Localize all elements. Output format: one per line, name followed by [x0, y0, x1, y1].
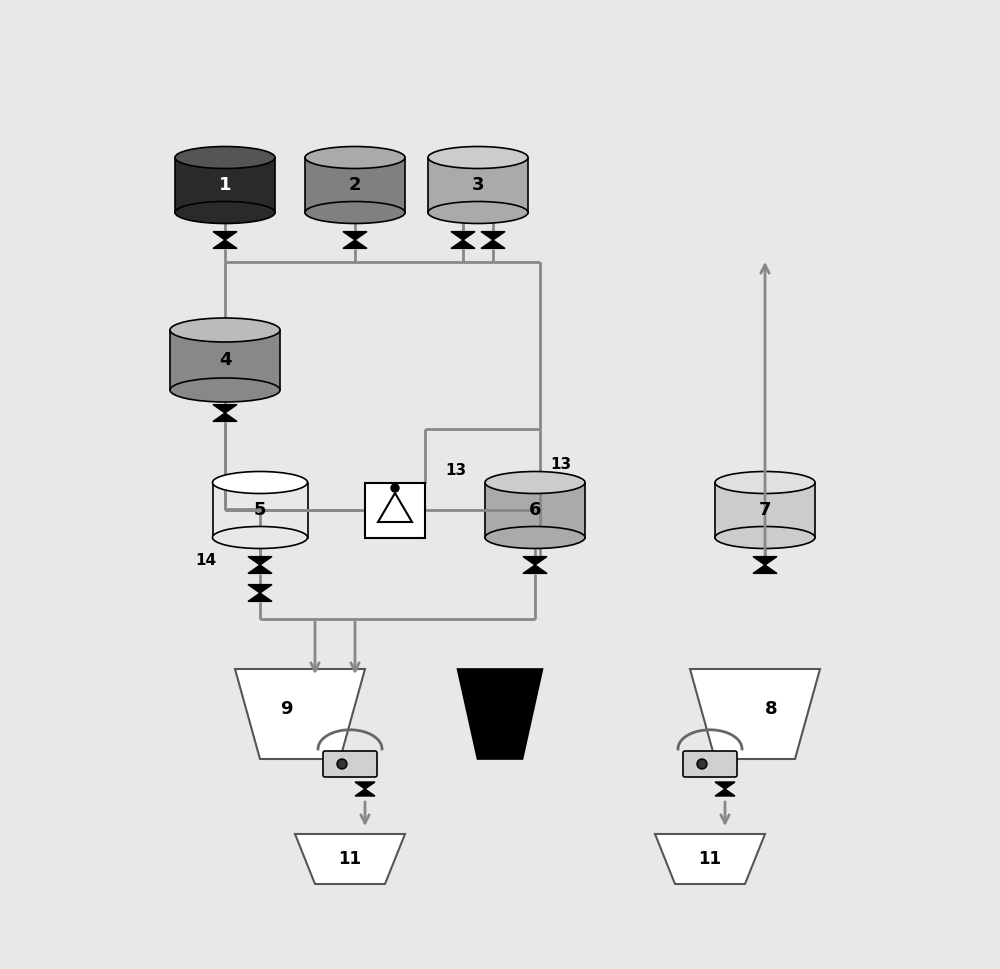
Circle shape [391, 484, 399, 492]
Polygon shape [715, 483, 815, 538]
FancyBboxPatch shape [683, 751, 737, 777]
Text: 5: 5 [254, 501, 266, 519]
Polygon shape [343, 232, 367, 240]
Polygon shape [458, 669, 542, 759]
Polygon shape [715, 789, 735, 796]
Polygon shape [213, 240, 237, 248]
Ellipse shape [212, 526, 308, 548]
Polygon shape [248, 556, 272, 565]
Polygon shape [175, 158, 275, 212]
Polygon shape [481, 240, 505, 248]
Polygon shape [451, 232, 475, 240]
FancyBboxPatch shape [365, 483, 425, 538]
Ellipse shape [212, 472, 308, 493]
Polygon shape [753, 565, 777, 574]
Ellipse shape [305, 146, 405, 169]
Ellipse shape [428, 146, 528, 169]
FancyBboxPatch shape [323, 751, 377, 777]
Ellipse shape [485, 526, 585, 548]
Polygon shape [213, 232, 237, 240]
Ellipse shape [305, 202, 405, 224]
Ellipse shape [170, 318, 280, 342]
Polygon shape [753, 556, 777, 565]
Polygon shape [655, 834, 765, 884]
Circle shape [697, 759, 707, 769]
Text: 14: 14 [195, 553, 216, 568]
Text: 1: 1 [219, 176, 231, 194]
Polygon shape [213, 405, 237, 413]
Text: 11: 11 [338, 850, 362, 868]
Polygon shape [485, 483, 585, 538]
Polygon shape [481, 232, 505, 240]
Polygon shape [170, 330, 280, 390]
Text: 13: 13 [550, 457, 571, 472]
Polygon shape [343, 240, 367, 248]
Polygon shape [248, 584, 272, 593]
Polygon shape [235, 669, 365, 759]
Text: 8: 8 [765, 700, 778, 718]
Ellipse shape [175, 146, 275, 169]
Polygon shape [451, 240, 475, 248]
Text: 13: 13 [445, 463, 466, 478]
Ellipse shape [715, 472, 815, 493]
Ellipse shape [175, 202, 275, 224]
Polygon shape [248, 593, 272, 602]
Polygon shape [428, 158, 528, 212]
Text: 7: 7 [759, 501, 771, 519]
Polygon shape [355, 789, 375, 796]
Polygon shape [523, 556, 547, 565]
Polygon shape [212, 483, 308, 538]
Polygon shape [213, 413, 237, 422]
Text: 11: 11 [698, 850, 722, 868]
Ellipse shape [485, 472, 585, 493]
Polygon shape [523, 565, 547, 574]
Ellipse shape [715, 526, 815, 548]
Text: 6: 6 [529, 501, 541, 519]
Text: 9: 9 [280, 700, 292, 718]
Text: 4: 4 [219, 351, 231, 369]
Polygon shape [690, 669, 820, 759]
Text: 3: 3 [472, 176, 484, 194]
Polygon shape [248, 565, 272, 574]
Polygon shape [715, 782, 735, 789]
Circle shape [337, 759, 347, 769]
Ellipse shape [170, 378, 280, 402]
Ellipse shape [428, 202, 528, 224]
Polygon shape [355, 782, 375, 789]
Polygon shape [305, 158, 405, 212]
Text: 2: 2 [349, 176, 361, 194]
Polygon shape [295, 834, 405, 884]
